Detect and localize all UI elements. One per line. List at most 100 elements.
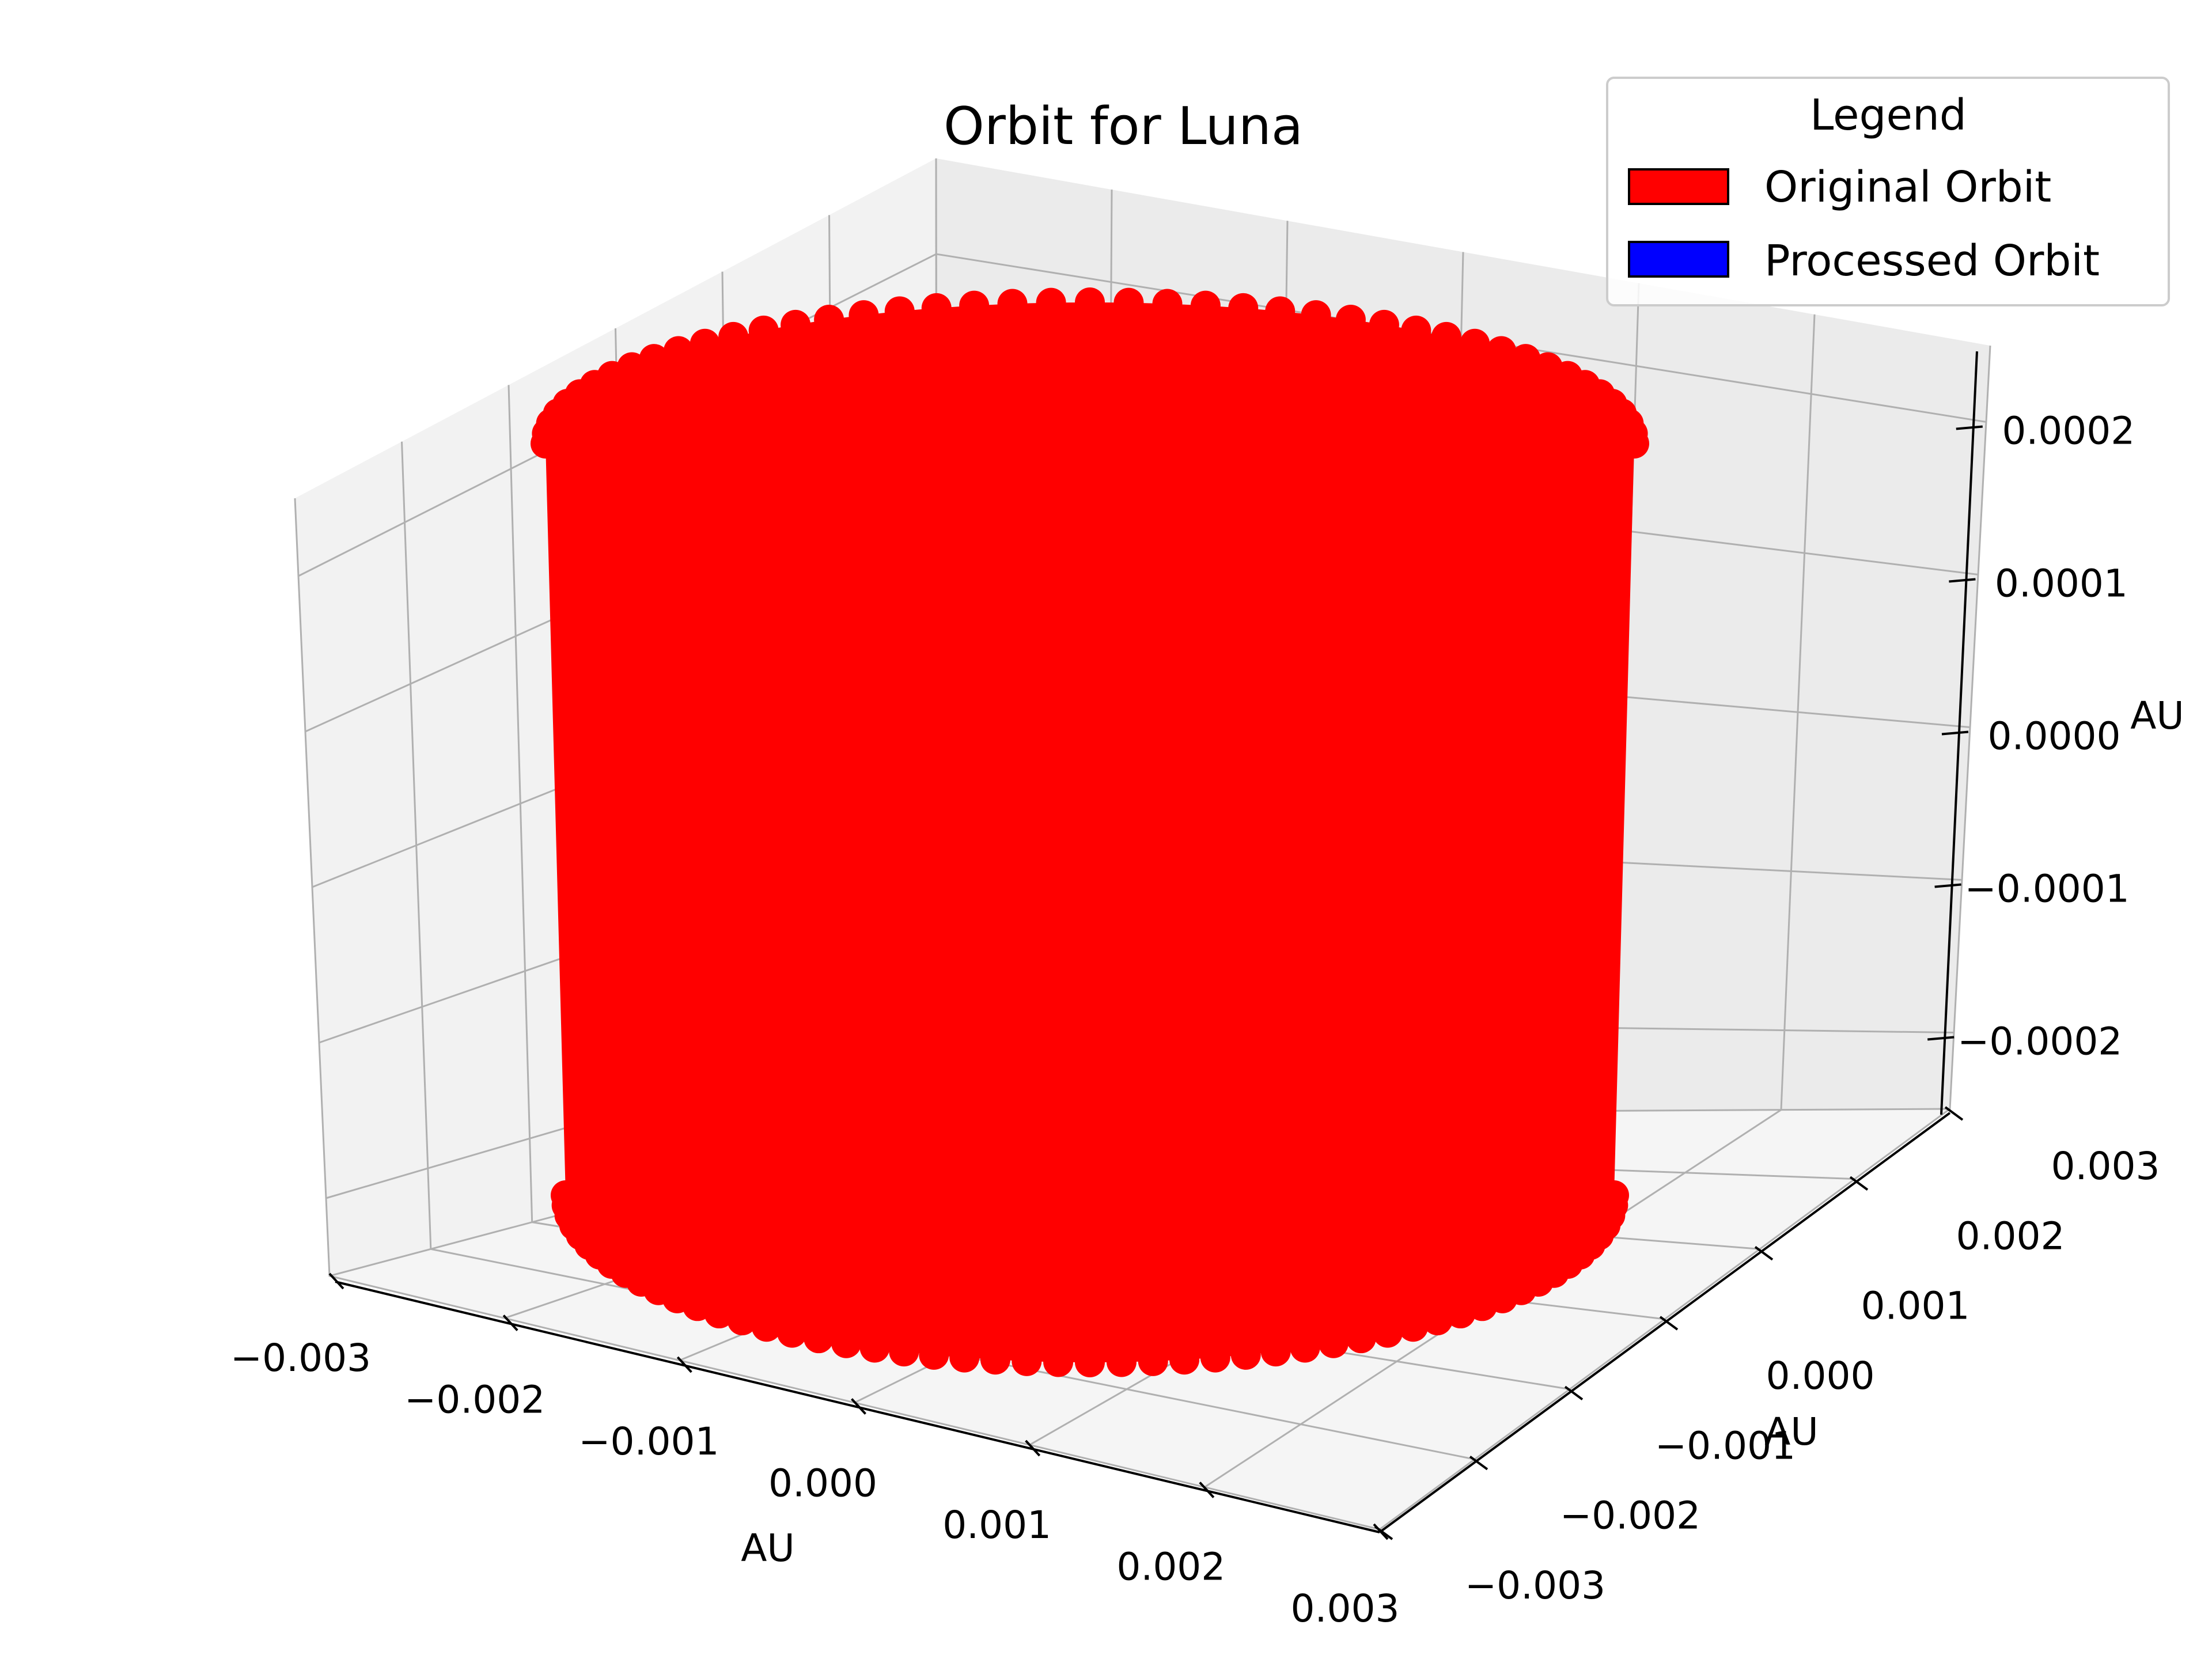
z-tick-label: 0.0002 [2002,409,2135,453]
orbit-point [1106,1347,1137,1377]
x-tick-label: −0.001 [578,1419,719,1464]
orbit-point [959,290,990,321]
orbit-point [1318,1328,1349,1358]
orbit-point [690,328,720,359]
orbit-point [1036,287,1066,318]
orbit-point [980,1344,1010,1375]
x-axis-ticks: −0.003 −0.002 −0.001 0.000 0.001 0.002 0.003 [230,1272,1400,1631]
x-tick-label: −0.002 [404,1378,545,1422]
orbit-point [849,300,879,331]
orbit-point [639,344,669,374]
y-axis-ticks: −0.003 −0.002 −0.001 0.000 0.001 0.002 0.003 [1374,1106,2160,1608]
y-tick-mark [1849,1176,1869,1191]
orbit-point [1460,328,1490,359]
y-tick-label: 0.002 [1956,1214,2065,1258]
x-tick-label: 0.002 [1116,1545,1225,1589]
orbit-point [1260,1336,1291,1367]
orbit-point [1372,1317,1403,1348]
z-axis-ticks: −0.0002 −0.0001 0.0000 0.0001 0.0002 [1927,409,2135,1064]
orbit-point [831,1328,862,1358]
orbit-point [663,336,694,366]
chart-title: Orbit for Luna [944,96,1303,157]
legend-label-original: Original Orbit [1764,162,2051,212]
z-tick-mark [1949,578,1976,583]
z-tick-label: 0.0000 [1988,714,2121,759]
orbit-point [814,304,844,335]
orbit-point [1398,1312,1429,1342]
y-tick-label: 0.001 [1861,1284,1970,1328]
orbit-point [751,1312,782,1342]
x-tick-label: 0.000 [768,1461,877,1506]
y-tick-mark [1944,1106,1964,1121]
legend-swatch-processed [1628,241,1729,278]
y-axis-line [1378,1112,1951,1533]
orbit-point [1290,1332,1320,1363]
legend-frame [1606,77,2170,306]
y-tick-label: 0.000 [1766,1354,1875,1398]
y-tick-label: 0.003 [2051,1144,2160,1188]
z-tick-mark [1934,883,1961,888]
y-tick-mark [1374,1525,1393,1540]
orbit-point [919,1339,949,1370]
original-orbit-series [531,287,1649,1377]
orbit-point [1301,300,1331,331]
orbit-point [884,296,915,327]
z-tick-label: −0.0001 [1964,867,2129,911]
legend: Legend Original Orbit Processed Orbit [1606,77,2170,306]
y-tick-label: −0.001 [1655,1423,1796,1468]
orbit-point [1431,321,1461,352]
orbit-point [1200,1342,1230,1373]
orbit-point [1445,1298,1476,1329]
legend-label-processed: Processed Orbit [1764,236,2100,286]
orbit-point [1169,1344,1200,1375]
z-tick-label: −0.0002 [1957,1020,2122,1064]
y-tick-label: −0.002 [1560,1494,1700,1538]
x-tick-mark [1199,1482,1215,1498]
orbit-point [1369,309,1399,340]
orbit-point [1012,1346,1042,1376]
orbit-point [1138,1346,1168,1376]
x-tick-mark [1025,1440,1041,1457]
z-tick-label: 0.0001 [1995,562,2128,606]
y-tick-mark [1754,1246,1774,1261]
orbit-cylinder [546,302,1634,1362]
orbit-point [804,1323,834,1354]
orbit-point [1265,296,1296,327]
orbit-point [1422,1305,1453,1336]
legend-title: Legend [1810,90,1967,140]
orbit-point [1075,287,1105,317]
orbit-point [1335,304,1366,335]
x-tick-label: 0.003 [1291,1586,1400,1631]
orbit-point [1113,287,1144,318]
z-axis-label: AU [2130,694,2184,738]
x-tick-mark [676,1356,692,1373]
orbit-point [1228,293,1259,323]
x-tick-label: 0.001 [942,1503,1051,1547]
orbit-point [1043,1347,1074,1377]
orbit-point [781,309,811,340]
z-tick-mark [1927,1036,1955,1041]
orbit-point [1190,290,1221,321]
x-axis-label: AU [741,1526,794,1570]
y-axis-label: AU [1764,1410,1818,1454]
x-tick-mark [851,1398,866,1415]
orbit-point [997,289,1028,319]
z-tick-mark [1941,730,1969,736]
orbit-point [859,1332,890,1363]
orbit-point [551,1180,581,1210]
y-tick-mark [1469,1456,1488,1471]
orbit-point [1346,1323,1376,1354]
y-tick-mark [1659,1316,1679,1331]
orbit-point [921,293,952,323]
orbit-point [1486,336,1517,366]
x-tick-mark [328,1272,344,1290]
orbit-point [748,315,779,346]
y-tick-mark [1564,1385,1584,1400]
orbit-point [718,321,749,352]
orbit-point [1152,289,1183,319]
orbit-point [949,1342,980,1373]
z-tick-mark [1956,425,1983,430]
y-tick-label: −0.003 [1465,1563,1605,1608]
x-axis-line [335,1281,1380,1533]
